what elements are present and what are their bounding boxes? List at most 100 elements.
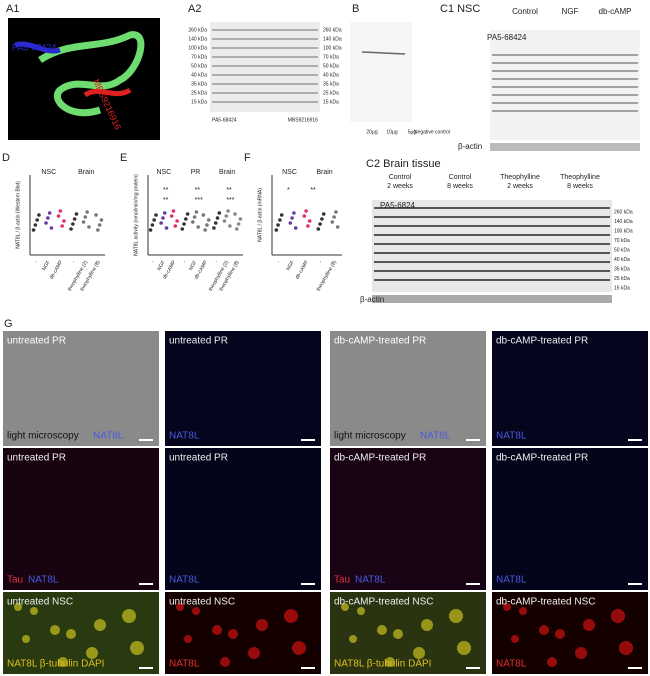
speckle [511,635,519,643]
marker-label: 100 kDa [323,45,342,51]
label: NSC [156,169,171,176]
dot [320,217,324,221]
label: NSC [282,169,297,176]
label: db-cAMP-treated PR [334,336,426,347]
dot [173,224,178,228]
dot [304,209,308,213]
speckle [220,657,230,667]
micrograph [165,592,321,674]
dot [222,219,227,223]
label: db-cAMP-treated PR [496,336,588,347]
dot [150,223,155,227]
dot [60,224,64,228]
label: NGF [285,260,295,272]
dot [97,223,102,227]
micrograph [492,448,648,590]
micrograph [492,592,648,674]
label: G [4,318,13,330]
micrograph [330,592,486,674]
dot [96,228,100,232]
dot [224,214,229,218]
speckle [341,603,349,611]
dot [31,228,36,232]
dot [288,221,293,225]
dot [35,218,39,222]
label: NAT8L / β-actin (mRNA) [257,188,263,242]
marker-label: 50 kDa [614,247,630,253]
label: PA5-68424 [487,33,527,42]
label: Brain [78,169,94,176]
dot [44,221,48,225]
dot [85,210,89,214]
dot [175,219,179,223]
dot [236,222,241,226]
speckle [503,603,511,611]
dot [212,226,216,230]
dot [72,217,77,221]
micrograph [3,331,159,446]
label: - [318,259,324,264]
dot [213,221,218,225]
significance: ** [195,187,201,194]
blot [350,22,412,122]
speckle [611,609,625,623]
label: - [276,259,282,264]
marker-label: 70 kDa [323,54,339,60]
dot [235,227,239,231]
label: NGF [156,260,166,272]
label: NAT8L / β-actin (Western Blot) [15,181,21,249]
label: Control [512,7,538,16]
marker-label: 260 kDa [323,27,342,33]
dot [302,214,307,218]
label: NAT8L [93,431,124,442]
speckle [22,635,30,643]
label: 5µg [408,129,417,135]
speckle [284,609,298,623]
significance: *** [226,197,234,204]
speckle [547,657,557,667]
label: - [33,259,39,264]
marker-label: 35 kDa [323,81,339,87]
label: A2 [188,3,201,15]
label: 2 weeks [387,183,413,190]
dot [185,212,190,216]
dot [215,216,220,220]
marker-label: 40 kDa [323,72,339,78]
significance: ** [226,187,232,194]
dot [184,217,188,221]
label: NAT8L β-tubulin DAPI [7,659,104,670]
dot [46,216,50,220]
label: NAT8L [420,431,451,442]
label: theophylline (8) [316,259,338,292]
marker-label: 40 kDa [614,257,630,263]
label: untreated PR [169,336,228,347]
label: Brain [316,169,332,176]
label: NAT8L [169,431,200,442]
label: db-cAMP-treated NSC [496,597,595,608]
speckle [421,619,433,631]
speckle [192,607,200,615]
speckle [555,629,565,639]
label: PA5-68424 [12,42,56,52]
dot [161,216,165,220]
speckle [385,657,395,667]
speckle [457,641,471,655]
label: - [213,259,219,264]
significance: * [287,187,290,194]
marker-label: 15 kDa [323,99,339,105]
label: 20µg [366,129,377,135]
marker-label: 35 kDa [191,81,207,87]
dot [94,213,98,217]
label: db-cAMP-treated PR [496,453,588,464]
speckle [122,609,136,623]
label: Brain [219,169,235,176]
dot [334,210,338,214]
dot [293,226,298,230]
dot [191,220,195,224]
marker-label: 140 kDa [188,36,207,42]
marker-label: 40 kDa [191,72,207,78]
label: NGF [41,260,51,272]
dot [330,220,335,224]
micrograph [330,331,486,446]
